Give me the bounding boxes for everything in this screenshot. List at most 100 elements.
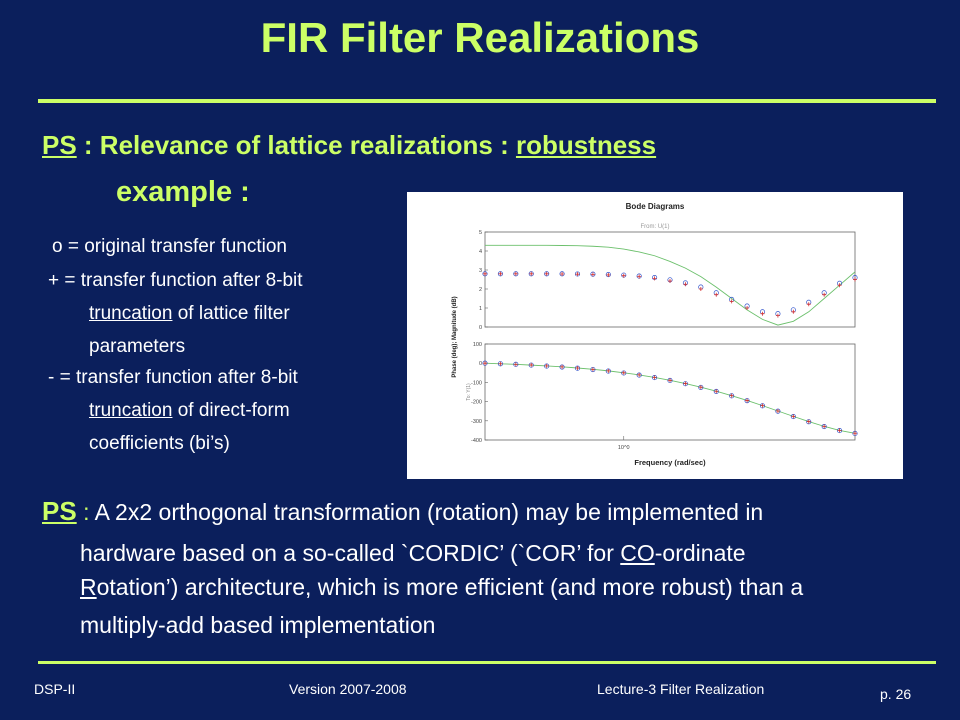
- magnitude-y-tick-label: 0: [479, 325, 482, 331]
- legend-direct-cont: truncation of direct-form: [89, 400, 290, 422]
- phase-point-circle: [590, 366, 596, 373]
- magnitude-point-plus: [590, 272, 595, 277]
- phase-point-circle: [759, 403, 766, 409]
- phase-point-circle: [729, 393, 735, 399]
- magnitude-point-plus: [745, 306, 750, 310]
- magnitude-y-tick-label: 4: [479, 249, 482, 255]
- phase-point-plus: [698, 385, 703, 390]
- footer-version: Version 2007-2008: [289, 681, 407, 697]
- ps2-line2a: hardware based on a so-called `CORDIC’ (…: [80, 540, 621, 566]
- co-underlined: CO: [620, 540, 655, 566]
- magnitude-point-circle: [544, 271, 550, 277]
- phase-point-plus: [775, 409, 780, 414]
- magnitude-point-plus: [498, 271, 503, 276]
- ps-relevance-line: PS : Relevance of lattice realizations :…: [42, 130, 656, 161]
- phase-point-circle: [790, 414, 796, 420]
- phase-point-plus: [745, 398, 750, 403]
- magnitude-point-plus: [853, 277, 857, 282]
- magnitude-y-tick-label: 1: [479, 306, 482, 312]
- legend-lattice: + = transfer function after 8-bit: [48, 270, 303, 291]
- phase-point-circle: [821, 424, 827, 430]
- ps-cordic-line: PS : A 2x2 orthogonal transformation (ro…: [42, 496, 763, 527]
- phase-point-plus: [853, 431, 857, 436]
- ps2-line3: Rotation’) architecture, which is more e…: [80, 574, 803, 601]
- ps2-line2b: -ordinate: [654, 540, 746, 566]
- magnitude-point-plus: [729, 299, 734, 304]
- legend-original: o = original transfer function: [52, 236, 287, 257]
- magnitude-point-plus: [606, 272, 611, 277]
- x-axis-label: Frequency (rad/sec): [634, 458, 706, 467]
- phase-point-plus: [498, 361, 503, 366]
- footer-lecture: Lecture-3 Filter Realization: [597, 681, 765, 697]
- magnitude-point-plus: [560, 271, 565, 276]
- legend-lattice-text: of lattice filter: [172, 303, 290, 324]
- phase-point-plus: [483, 361, 487, 366]
- phase-point-plus: [714, 389, 719, 394]
- magnitude-point-plus: [668, 279, 672, 284]
- phase-point-circle: [775, 408, 781, 414]
- phase-point-plus: [791, 414, 796, 419]
- phase-axes-frame: [484, 343, 856, 441]
- phase-point-circle: [513, 361, 519, 367]
- magnitude-point-circle: [513, 271, 519, 277]
- footer-divider: [38, 661, 936, 664]
- magnitude-point-plus: [806, 302, 811, 307]
- legend-lattice-cont: truncation of lattice filter: [89, 303, 290, 325]
- magnitude-point-circle: [528, 271, 534, 277]
- phase-point-circle: [482, 360, 488, 366]
- magnitude-point-plus: [791, 309, 796, 314]
- magnitude-point-plus: [575, 272, 580, 277]
- phase-point-plus: [822, 424, 827, 429]
- phase-point-circle: [574, 365, 581, 371]
- phase-point-circle: [621, 370, 627, 376]
- phase-point-circle: [682, 381, 688, 387]
- magnitude-point-plus: [637, 274, 642, 279]
- magnitude-point-plus: [544, 271, 549, 276]
- y-axis-label: Phase (deg); Magnitude (dB): [452, 296, 458, 377]
- magnitude-point-plus: [698, 287, 703, 291]
- magnitude-y-tick-label: 5: [479, 230, 482, 236]
- phase-point-plus: [544, 363, 549, 368]
- magnitude-y-tick-label: 3: [479, 268, 482, 274]
- phase-y-tick-label: 0: [479, 361, 482, 367]
- magnitude-point-circle: [559, 271, 565, 277]
- magnitude-point-plus: [621, 273, 626, 278]
- truncation-underlined: truncation: [89, 400, 173, 421]
- r-underlined: R: [80, 574, 97, 600]
- phase-point-plus: [637, 372, 642, 377]
- ps2-line2: hardware based on a so-called `CORDIC’ (…: [80, 540, 746, 567]
- phase-point-plus: [621, 370, 626, 375]
- legend-lattice-params: parameters: [89, 336, 186, 357]
- phase-point-plus: [606, 368, 611, 373]
- phase-point-plus: [668, 378, 672, 383]
- footer-page-number: p. 26: [880, 686, 912, 702]
- phase-point-plus: [729, 393, 734, 398]
- magnitude-point-plus: [714, 292, 719, 297]
- y2-axis-label: To: Y(1): [466, 383, 472, 401]
- phase-point-circle: [744, 398, 750, 404]
- robustness-emphasis: robustness: [515, 130, 657, 160]
- phase-point-plus: [683, 381, 688, 386]
- phase-point-plus: [513, 362, 518, 367]
- phase-point-plus: [806, 419, 811, 424]
- magnitude-point-plus: [483, 271, 487, 276]
- magnitude-point-plus: [775, 313, 780, 318]
- magnitude-y-tick-label: 2: [479, 287, 482, 293]
- phase-y-tick-label: 100: [473, 342, 482, 348]
- phase-point-plus: [560, 364, 565, 369]
- truncation-underlined: truncation: [89, 303, 173, 324]
- phase-point-circle: [667, 377, 673, 384]
- phase-point-circle: [605, 368, 611, 374]
- magnitude-point-circle: [497, 271, 503, 277]
- phase-point-circle: [497, 361, 503, 367]
- chart-title: Bode Diagrams: [626, 202, 685, 211]
- phase-point-circle: [636, 372, 642, 378]
- phase-point-circle: [713, 388, 719, 394]
- phase-y-tick-label: -300: [471, 419, 482, 425]
- magnitude-point-plus: [760, 311, 765, 316]
- bode-svg: Bode Diagrams From: U(1) 5 4 3 2 1 0 100 0 -100 -20…: [452, 202, 858, 467]
- phase-point-plus: [529, 362, 534, 367]
- magnitude-point-plus: [529, 271, 534, 276]
- magnitude-point-plus: [822, 292, 827, 297]
- phase-point-plus: [575, 366, 580, 370]
